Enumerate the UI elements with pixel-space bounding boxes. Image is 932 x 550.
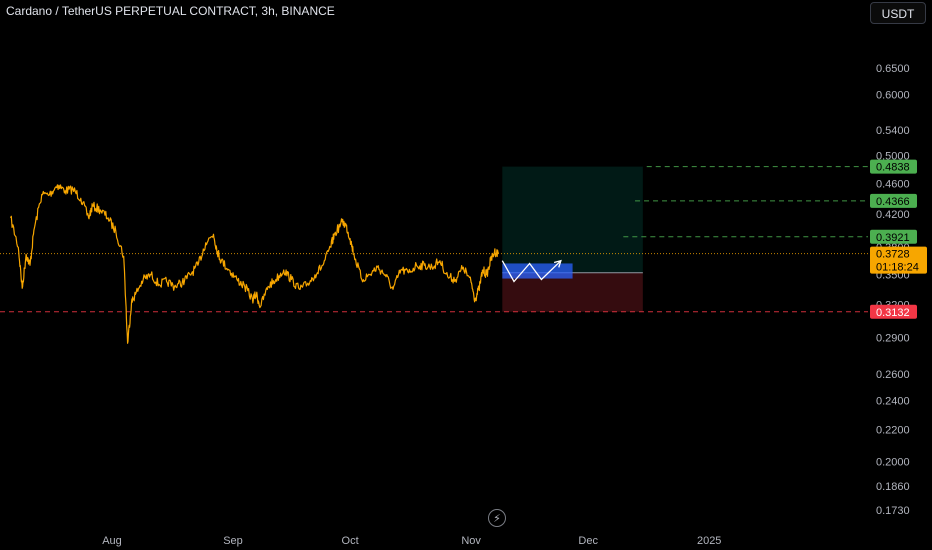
price-tick-label: 0.2000: [876, 457, 910, 469]
price-tick-label: 0.2200: [876, 425, 910, 437]
time-axis: Aug Sep Oct Nov Dec 2025: [102, 535, 721, 547]
price-line: [9, 184, 499, 344]
stop-price-badge: 0.3132: [876, 307, 910, 319]
target-price-badge: 0.4838: [876, 162, 910, 174]
price-tick-label: 0.1860: [876, 481, 910, 493]
lightning-bolt-icon[interactable]: ⚡︎: [488, 509, 506, 527]
time-tick-label: 2025: [697, 535, 721, 547]
price-tick-label: 0.5400: [876, 125, 910, 137]
last-price-badge-bg: [870, 246, 927, 274]
target-price-badge-bg: [870, 229, 917, 244]
price-tick-label: 0.6000: [876, 90, 910, 102]
projection-arrowhead: [553, 259, 562, 268]
price-tick-label: 0.2600: [876, 369, 910, 381]
target-price-badge: 0.4366: [876, 196, 910, 208]
price-tick-label: 0.2400: [876, 396, 910, 408]
price-tick-label: 0.4600: [876, 179, 910, 191]
target-price-badge: 0.3921: [876, 232, 910, 244]
price-series: [9, 184, 499, 344]
entry-zone[interactable]: [502, 263, 573, 279]
stop-zone: [502, 272, 643, 312]
chart-title: Cardano / TetherUS PERPETUAL CONTRACT, 3…: [6, 4, 335, 18]
time-tick-label: Aug: [102, 535, 122, 547]
target-price-badge-bg: [870, 193, 917, 208]
target-price-badge-bg: [870, 159, 917, 174]
level-lines: [0, 166, 868, 313]
time-tick-label: Dec: [578, 535, 598, 547]
last-price-badge: 0.3728: [876, 249, 910, 261]
price-axis: 0.65000.60000.54000.50000.46000.42000.38…: [876, 63, 910, 517]
projection-line: [501, 260, 562, 283]
time-tick-label: Oct: [342, 535, 359, 547]
price-tick-label: 0.4200: [876, 209, 910, 221]
time-tick-label: Nov: [461, 535, 481, 547]
stop-price-badge-bg: [870, 304, 917, 319]
projection-path: [501, 259, 562, 283]
price-tick-label: 0.6500: [876, 63, 910, 75]
price-tick-label: 0.2900: [876, 333, 910, 345]
price-tick-label: 0.1730: [876, 505, 910, 517]
position-tool: [502, 166, 643, 312]
currency-selector-button[interactable]: USDT: [870, 2, 926, 24]
candle-countdown: 01:18:24: [876, 262, 919, 274]
time-tick-label: Sep: [223, 535, 243, 547]
target-zone: [502, 166, 643, 273]
